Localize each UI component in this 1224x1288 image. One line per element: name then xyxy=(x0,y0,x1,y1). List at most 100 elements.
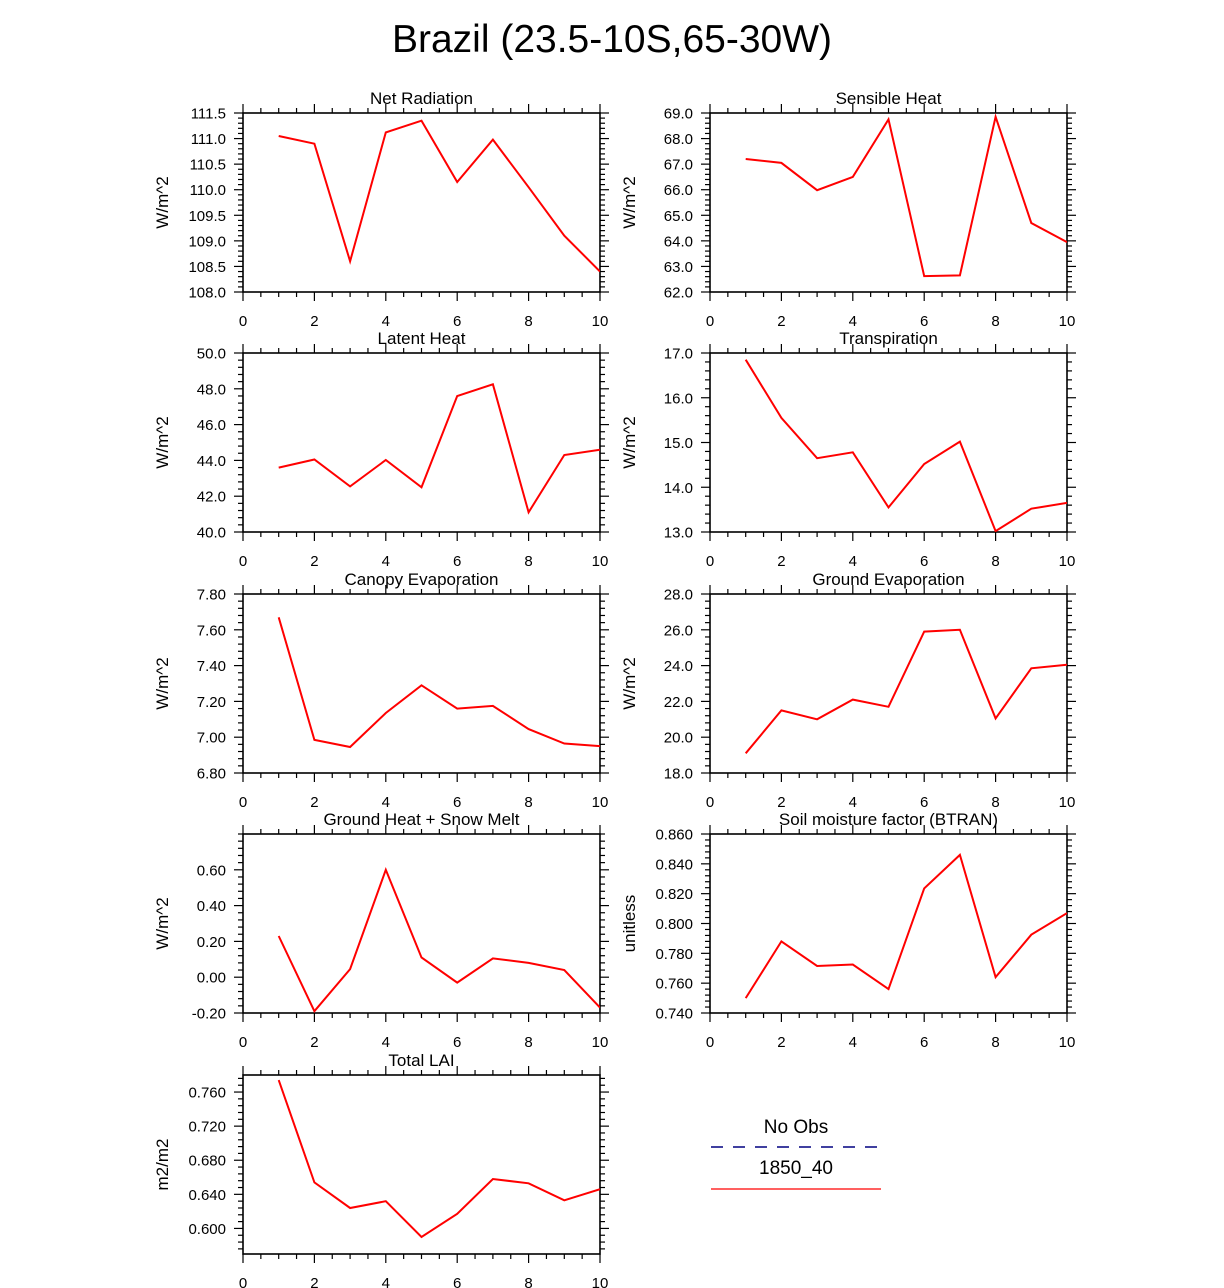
panel-sensible-heat-frame xyxy=(709,112,1068,293)
panel-net-radiation-xtick-label: 4 xyxy=(382,313,390,330)
panel-net-radiation-ytick-label: 108.0 xyxy=(188,285,226,302)
panel-sensible-heat-ytick-label: 64.0 xyxy=(664,233,693,250)
panel-latent-heat-ytick-label: 40.0 xyxy=(197,525,226,542)
panel-sensible-heat-ytick-label: 67.0 xyxy=(664,157,693,174)
panel-net-radiation: 0 2 4 6 8 10 108.0 108.5 109.0 109.5 110.0 110.5 111… xyxy=(153,89,609,330)
panel-canopy-evaporation-ytick-label: 6.80 xyxy=(197,766,226,783)
panel-soil-moisture-factor-btran-ytick-label: 0.780 xyxy=(655,946,693,963)
panel-transpiration-ytick-label: 16.0 xyxy=(664,390,693,407)
panel-soil-moisture-factor-btran-xtick-label: 0 xyxy=(706,1034,714,1051)
panel-ground-heat-snow-melt-xtick-label: 2 xyxy=(310,1034,318,1051)
panel-latent-heat-xtick-label: 4 xyxy=(382,553,390,570)
panel-canopy-evaporation-ytick-label: 7.20 xyxy=(197,694,226,711)
panel-transpiration-ytick-label: 14.0 xyxy=(664,480,693,497)
panel-ground-evaporation-ytick-label: 20.0 xyxy=(664,730,693,747)
panel-net-radiation-ytick-label: 110.5 xyxy=(190,157,226,174)
panel-ground-evaporation-xtick-label: 6 xyxy=(920,794,928,811)
panel-transpiration-xtick-label: 2 xyxy=(777,553,785,570)
panel-transpiration-title: Transpiration xyxy=(839,329,938,348)
panel-sensible-heat-xtick-label: 8 xyxy=(991,313,999,330)
panel-transpiration-xtick-label: 10 xyxy=(1059,553,1076,570)
panel-transpiration-ytick-label: 15.0 xyxy=(664,435,693,452)
panel-canopy-evaporation-frame xyxy=(242,593,601,774)
panel-sensible-heat-xtick-label: 6 xyxy=(920,313,928,330)
panel-ground-evaporation-xtick-label: 8 xyxy=(991,794,999,811)
panel-soil-moisture-factor-btran-xtick-label: 2 xyxy=(777,1034,785,1051)
panel-soil-moisture-factor-btran-xtick-label: 10 xyxy=(1059,1034,1076,1051)
panel-net-radiation-ytick-label: 111.0 xyxy=(191,131,226,148)
panel-net-radiation-ytick-label: 109.0 xyxy=(188,233,226,250)
panel-latent-heat-ylabel: W/m^2 xyxy=(153,416,172,468)
panel-transpiration-xtick-label: 6 xyxy=(920,553,928,570)
panel-ground-evaporation-ytick-label: 26.0 xyxy=(664,622,693,639)
panel-ground-heat-snow-melt-frame xyxy=(242,833,601,1014)
panel-sensible-heat-xtick-label: 4 xyxy=(849,313,857,330)
panel-canopy-evaporation-ytick-label: 7.00 xyxy=(197,730,226,747)
panel-ground-evaporation-ytick-label: 24.0 xyxy=(664,658,693,675)
panel-sensible-heat-ytick-label: 66.0 xyxy=(664,182,693,199)
panel-net-radiation-xtick-label: 10 xyxy=(592,313,609,330)
panel-latent-heat-ytick-label: 46.0 xyxy=(197,417,226,434)
panel-transpiration-xtick-label: 0 xyxy=(706,553,714,570)
panel-sensible-heat-xtick-label: 2 xyxy=(777,313,785,330)
panel-canopy-evaporation-xtick-label: 10 xyxy=(592,794,609,811)
panel-sensible-heat-ytick-label: 62.0 xyxy=(664,285,693,302)
panel-total-lai-xtick-label: 10 xyxy=(592,1275,609,1288)
panel-soil-moisture-factor-btran-series-line xyxy=(744,853,1067,999)
panel-transpiration-ytick-label: 17.0 xyxy=(664,346,693,363)
panel-sensible-heat-ylabel: W/m^2 xyxy=(620,176,639,228)
panel-total-lai-ytick-label: 0.640 xyxy=(188,1187,226,1204)
panel-net-radiation-xtick-label: 0 xyxy=(239,313,247,330)
panel-ground-evaporation-xtick-label: 4 xyxy=(849,794,857,811)
legend: No Obs 1850_40 xyxy=(711,1117,881,1190)
panel-net-radiation-xtick-label: 6 xyxy=(453,313,461,330)
panel-canopy-evaporation-title: Canopy Evaporation xyxy=(344,570,498,589)
panel-sensible-heat-series-line xyxy=(745,113,1067,278)
panel-soil-moisture-factor-btran-title: Soil moisture factor (BTRAN) xyxy=(779,810,998,829)
panel-ground-heat-snow-melt-xtick-label: 8 xyxy=(524,1034,532,1051)
panel-sensible-heat-ytick-label: 63.0 xyxy=(664,259,693,276)
panel-soil-moisture-factor-btran-ytick-label: 0.860 xyxy=(655,827,693,844)
panel-soil-moisture-factor-btran-xtick-label: 4 xyxy=(849,1034,857,1051)
panel-ground-evaporation-ytick-label: 18.0 xyxy=(664,766,693,783)
panel-total-lai-ytick-label: 0.680 xyxy=(188,1153,226,1170)
panel-transpiration-frame xyxy=(709,352,1068,533)
panel-ground-heat-snow-melt-xtick-label: 10 xyxy=(592,1034,609,1051)
panel-soil-moisture-factor-btran-ytick-label: 0.760 xyxy=(655,976,693,993)
panel-latent-heat-xtick-label: 8 xyxy=(524,553,532,570)
panel-ground-heat-snow-melt: 0 2 4 6 8 10 -0.20 0.00 0.20 0.40 0.60 Ground Heat … xyxy=(153,810,609,1051)
panel-transpiration-xtick-label: 8 xyxy=(991,553,999,570)
panel-net-radiation-series-line xyxy=(278,119,600,273)
legend-label-1850-40: 1850_40 xyxy=(759,1158,833,1179)
panel-ground-heat-snow-melt-xtick-label: 6 xyxy=(453,1034,461,1051)
panel-net-radiation-ytick-label: 110.0 xyxy=(190,182,226,199)
panel-transpiration-ytick-label: 13.0 xyxy=(664,525,693,542)
panel-canopy-evaporation-ylabel: W/m^2 xyxy=(153,657,172,709)
panel-sensible-heat-ytick-label: 65.0 xyxy=(664,208,693,225)
panel-net-radiation-title: Net Radiation xyxy=(370,89,473,108)
panel-sensible-heat-xtick-label: 0 xyxy=(706,313,714,330)
panel-total-lai: 0 2 4 6 8 10 0.600 0.640 0.680 0.720 0.760 Total LA… xyxy=(153,1051,609,1288)
panel-total-lai-title: Total LAI xyxy=(388,1051,454,1070)
panel-transpiration-ylabel: W/m^2 xyxy=(620,416,639,468)
panel-total-lai-series-line xyxy=(277,1079,600,1239)
panel-latent-heat-xtick-label: 0 xyxy=(239,553,247,570)
panel-transpiration-series-line xyxy=(744,359,1067,532)
panel-net-radiation-xtick-label: 8 xyxy=(524,313,532,330)
panel-total-lai-xtick-label: 8 xyxy=(524,1275,532,1288)
panel-ground-heat-snow-melt-title: Ground Heat + Snow Melt xyxy=(323,810,519,829)
panel-net-radiation-ytick-label: 108.5 xyxy=(188,259,226,276)
panel-sensible-heat-ytick-label: 69.0 xyxy=(664,106,693,123)
panel-sensible-heat-title: Sensible Heat xyxy=(836,89,942,108)
panel-canopy-evaporation-xtick-label: 6 xyxy=(453,794,461,811)
panel-total-lai-xtick-label: 6 xyxy=(453,1275,461,1288)
panel-canopy-evaporation-series-line xyxy=(277,617,600,749)
panel-ground-heat-snow-melt-ytick-label: 0.20 xyxy=(197,934,226,951)
panel-canopy-evaporation-xtick-label: 4 xyxy=(382,794,390,811)
panel-latent-heat-ytick-label: 44.0 xyxy=(197,453,226,470)
panel-canopy-evaporation-ytick-label: 7.40 xyxy=(197,658,226,675)
panel-net-radiation-xtick-label: 2 xyxy=(310,313,318,330)
panel-soil-moisture-factor-btran-ytick-label: 0.800 xyxy=(655,916,693,933)
panel-transpiration: 0 2 4 6 8 10 13.0 14.0 15.0 16.0 17.0 Transpiration… xyxy=(620,329,1076,570)
